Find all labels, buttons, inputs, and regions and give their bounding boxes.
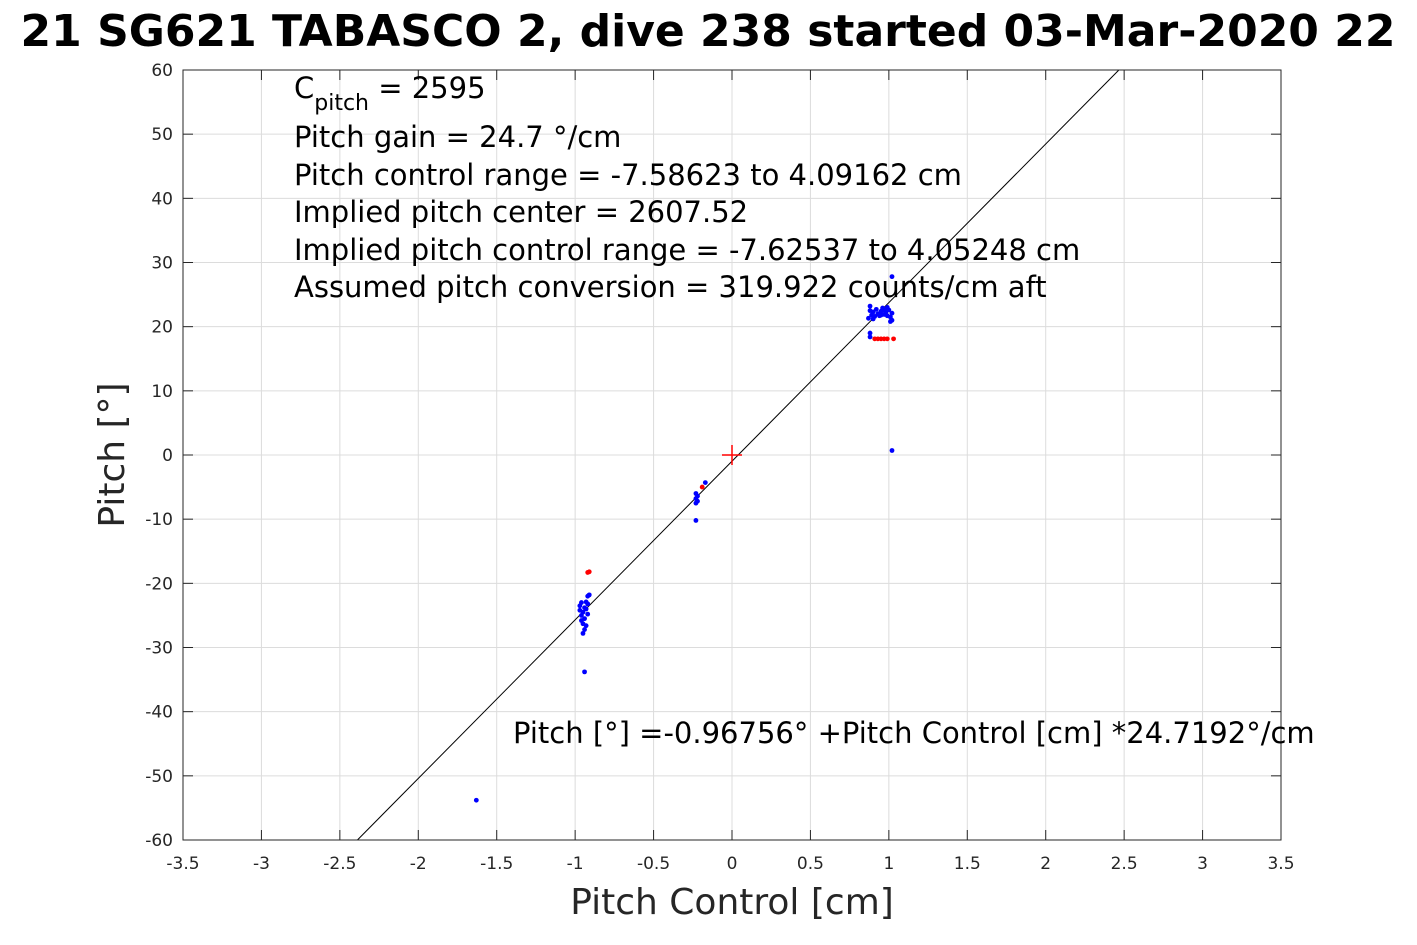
x-tick-label: -3.5 — [166, 854, 199, 874]
data-point-blue — [870, 316, 876, 322]
y-tick-label: -20 — [145, 574, 173, 594]
cpitch-symbol: C — [294, 71, 314, 105]
y-tick-label: 10 — [151, 382, 173, 402]
x-tick-label: 2.5 — [1111, 854, 1138, 874]
data-point-blue — [889, 448, 895, 453]
data-point-blue — [702, 480, 708, 485]
cpitch-subscript: pitch — [314, 91, 369, 116]
data-point-blue — [580, 609, 586, 615]
pitch-gain-annotation: Pitch gain = 24.7 °/cm — [294, 120, 621, 154]
y-tick-label: -30 — [145, 639, 173, 659]
cpitch-annotation: Cpitch = 2595 — [294, 71, 486, 116]
chart-title: 21 SG621 TABASCO 2, dive 238 started 03-… — [21, 6, 1396, 57]
data-point-red — [884, 336, 890, 342]
x-tick-label: -2.5 — [323, 854, 356, 874]
tick-layer: -3.5 -3 -2.5 -2 -1.5 -1 -0.5 0 0.5 1 1.5 2 2.5 3 3.5 60… — [145, 61, 1294, 874]
x-tick-label: -2 — [410, 854, 427, 874]
y-tick-label: 20 — [151, 318, 173, 338]
data-point-blue — [585, 601, 591, 607]
x-tick-label: -0.5 — [637, 854, 670, 874]
center-marker-layer — [722, 445, 742, 465]
data-point-blue — [695, 498, 700, 504]
data-point-blue — [473, 797, 479, 803]
x-tick-label: 1.5 — [954, 854, 981, 874]
data-point-blue — [866, 315, 871, 321]
cpitch-value: = 2595 — [369, 71, 486, 105]
x-tick-label: 2 — [1040, 854, 1051, 874]
x-tick-label: -1 — [567, 854, 584, 874]
data-point-blue — [693, 518, 699, 523]
control-range-annotation: Pitch control range = -7.58623 to 4.0916… — [294, 158, 962, 192]
data-point-blue — [889, 310, 895, 316]
data-point-blue — [867, 334, 873, 340]
y-tick-label: 40 — [151, 189, 173, 209]
data-point-blue — [582, 616, 587, 622]
x-tick-label: -1.5 — [480, 854, 513, 874]
data-point-blue — [695, 493, 700, 499]
x-axis-label: Pitch Control [cm] — [570, 882, 894, 923]
data-point-blue — [873, 306, 879, 312]
y-tick-label: -40 — [145, 703, 173, 723]
y-tick-label: 30 — [151, 254, 173, 274]
data-point-blue — [583, 606, 589, 612]
data-point-blue — [582, 669, 587, 675]
x-tick-label: 0 — [727, 854, 738, 874]
data-point-blue — [884, 313, 890, 319]
data-point-blue — [881, 307, 887, 313]
y-tick-label: -60 — [145, 831, 173, 851]
data-point-blue — [583, 623, 589, 629]
data-point-blue — [886, 307, 892, 313]
x-tick-label: -3 — [253, 854, 270, 874]
data-point-red — [586, 569, 592, 575]
data-point-blue — [867, 330, 873, 336]
y-axis-label: Pitch [°] — [92, 382, 133, 527]
data-point-blue — [878, 312, 884, 318]
fit-equation-annotation: Pitch [°] =-0.96756° +Pitch Control [cm]… — [513, 716, 1315, 750]
y-tick-label: -10 — [145, 510, 173, 530]
assumed-conversion-annotation: Assumed pitch conversion = 319.922 count… — [294, 270, 1047, 304]
data-point-blue — [867, 303, 873, 309]
data-points-layer — [473, 274, 896, 803]
y-tick-label: 50 — [151, 125, 173, 145]
y-tick-label: 60 — [151, 61, 173, 81]
implied-center-annotation: Implied pitch center = 2607.52 — [294, 195, 748, 229]
y-tick-label: -50 — [145, 767, 173, 787]
data-point-blue — [585, 611, 591, 617]
data-point-red — [699, 484, 705, 490]
grid-layer — [182, 69, 1282, 841]
annotation-block: Cpitch = 2595 Pitch gain = 24.7 °/cm Pit… — [294, 71, 1315, 750]
y-tick-label: 0 — [162, 446, 173, 466]
data-point-blue — [580, 630, 586, 636]
x-tick-label: 3 — [1197, 854, 1208, 874]
x-tick-label: 1 — [883, 854, 894, 874]
data-point-blue — [579, 600, 584, 605]
data-point-blue — [889, 274, 895, 280]
data-point-blue — [889, 317, 895, 323]
data-point-blue — [586, 592, 592, 598]
data-point-red — [891, 336, 896, 342]
data-point-blue — [582, 627, 587, 632]
x-tick-label: 0.5 — [797, 854, 824, 874]
x-tick-label: 3.5 — [1267, 854, 1294, 874]
implied-range-annotation: Implied pitch control range = -7.62537 t… — [294, 233, 1080, 267]
